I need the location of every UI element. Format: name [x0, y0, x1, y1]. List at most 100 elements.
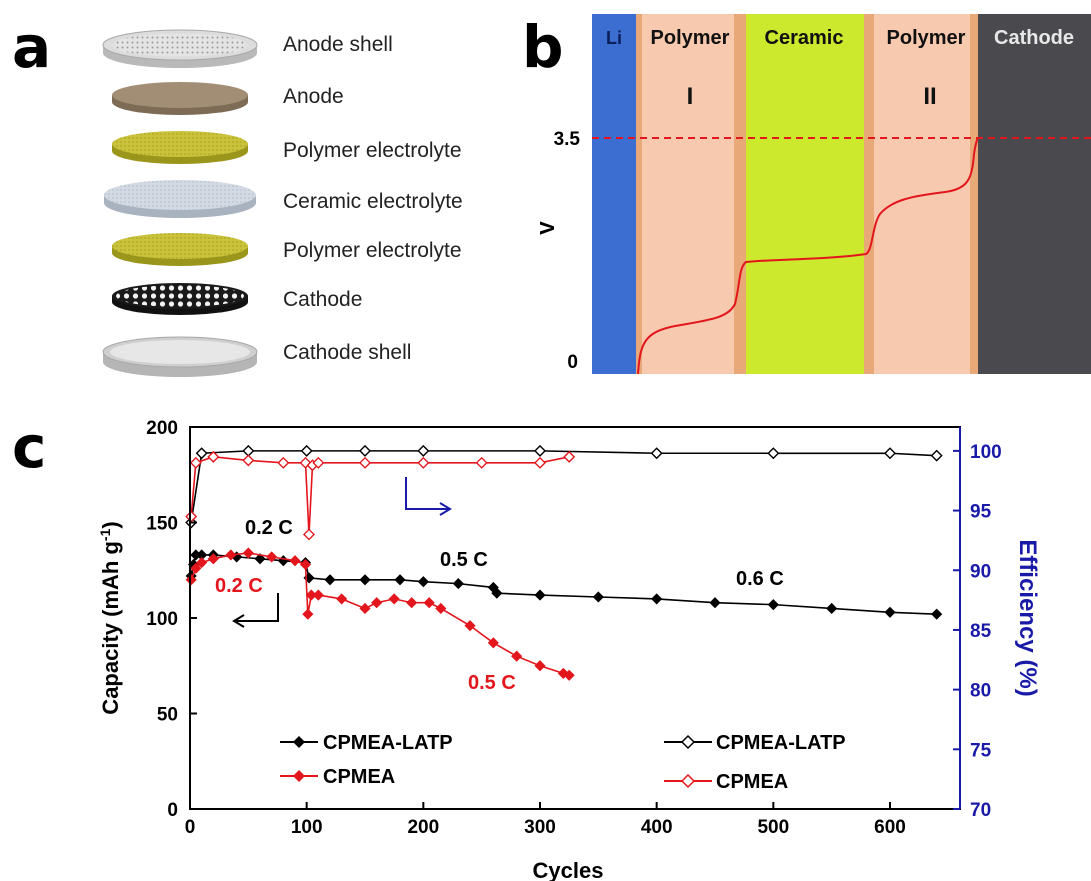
x-tick-label: 0: [185, 817, 196, 838]
legend-label-cpmea-efficiency: CPMEA: [716, 771, 788, 793]
legend-left: CPMEA-LATP CPMEA: [280, 732, 453, 788]
data-point-cpmea-latp-left: [452, 578, 464, 590]
data-point-cpmea-latp-left: [417, 576, 429, 588]
left-axis-title-main: Capacity (mAh g: [98, 541, 123, 715]
region-label-polymer-2: Polymer: [887, 27, 966, 49]
data-point-cpmea-left: [207, 553, 219, 565]
data-point-cpmea-left: [225, 549, 237, 561]
annotation-0-2c-latp: 0.2 C: [245, 517, 293, 539]
data-point-cpmea-left: [534, 660, 546, 672]
left-axis-title-end: ): [98, 521, 123, 528]
data-point-cpmea-latp-left: [491, 587, 503, 599]
data-point-cpmea-left: [388, 593, 400, 605]
interface-strip-4: [970, 14, 978, 374]
data-point-cpmea-right: [242, 454, 255, 467]
y-right-tick-label: 75: [970, 740, 992, 761]
data-point-cpmea-right: [303, 528, 315, 541]
right-axis-title: Efficiency (%): [1014, 539, 1041, 696]
y-right-tick-label: 85: [970, 621, 992, 642]
data-point-cpmea-right: [563, 450, 576, 463]
data-point-cpmea-right: [189, 456, 202, 469]
y-right-tick-label: 100: [970, 442, 1002, 463]
region-label-ceramic: Ceramic: [765, 27, 844, 49]
data-point-cpmea-latp-left: [931, 608, 943, 620]
data-point-cpmea-left: [511, 650, 523, 662]
series-line-cpmea-right: [190, 456, 570, 535]
voltage-profile-diagram: Li Polymer I Ceramic Polymer II Cathode …: [540, 14, 1091, 375]
annotation-0-6c-latp: 0.6 C: [736, 568, 784, 590]
panel-letter-a: a: [12, 13, 52, 81]
region-polymer-1: [636, 14, 746, 374]
x-tick-label: 600: [874, 817, 906, 838]
data-point-cpmea-left: [299, 558, 312, 571]
region-ceramic: [746, 14, 864, 374]
stack-label-polymer-electrolyte-2: Polymer electrolyte: [283, 239, 462, 262]
data-point-cpmea-latp-right: [767, 447, 780, 460]
annotation-0-5c-latp: 0.5 C: [440, 549, 488, 571]
data-point-cpmea-left: [423, 597, 435, 609]
data-point-cpmea-left: [435, 602, 447, 615]
data-point-cpmea-left: [406, 597, 418, 609]
data-point-cpmea-latp-left: [651, 593, 663, 605]
data-point-cpmea-left: [242, 547, 254, 559]
interface-strip-1: [636, 14, 642, 374]
polymer-electrolyte-disc: [112, 131, 248, 164]
region-label-li: Li: [606, 28, 622, 48]
legend-item-cpmea-latp-capacity: CPMEA-LATP: [280, 732, 453, 754]
interface-strip-3: [864, 14, 874, 374]
y-right-tick-label: 70: [970, 800, 991, 821]
y-right-tick-label: 95: [970, 502, 992, 523]
region-sublabel-polymer-2: II: [923, 83, 936, 110]
ceramic-electrolyte-disc: [104, 180, 256, 218]
data-point-cpmea-left: [312, 589, 324, 601]
legend-item-cpmea-efficiency: CPMEA: [664, 771, 788, 793]
ytick-label-0: 0: [567, 352, 578, 373]
data-point-cpmea-left: [190, 562, 202, 574]
cathode-disc: [112, 283, 248, 315]
panel-letter-c: c: [12, 413, 47, 481]
data-point-cpmea-left: [371, 597, 383, 609]
region-label-cathode: Cathode: [994, 27, 1074, 49]
left-axis-indicator-arrow: [232, 593, 279, 628]
stack-label-ceramic-electrolyte: Ceramic electrolyte: [283, 190, 463, 213]
data-point-cpmea-latp-left: [592, 591, 604, 603]
region-li: [592, 14, 636, 374]
data-point-cpmea-left: [289, 555, 301, 567]
plot-layer: [185, 444, 943, 681]
data-point-cpmea-left: [185, 574, 197, 586]
region-cathode: [978, 14, 1091, 374]
x-tick-label: 500: [757, 817, 789, 838]
voltage-profile-curve: [637, 137, 980, 375]
data-point-cpmea-latp-right: [242, 444, 255, 457]
anode-disc: [112, 82, 248, 115]
legend-item-cpmea-latp-efficiency: CPMEA-LATP: [664, 732, 846, 754]
cycling-performance-chart: 0 100 200 300 400 500 600 0 50 100 150 200 70 75 80 85 9…: [97, 418, 1041, 881]
x-tick-label: 200: [407, 817, 439, 838]
legend-label-cpmea-latp-efficiency: CPMEA-LATP: [716, 732, 846, 754]
left-axis-title: Capacity (mAh g-1): [97, 521, 123, 714]
anode-shell-disc: [102, 29, 258, 68]
y-right-tick-label: 80: [970, 681, 991, 702]
data-point-cpmea-left: [266, 551, 278, 563]
data-point-cpmea-latp-left: [394, 574, 406, 586]
annotation-0-5c-cpmea: 0.5 C: [468, 672, 516, 694]
left-axis-title-sup: -1: [97, 528, 113, 541]
data-point-cpmea-latp-left: [359, 574, 371, 586]
y-left-tick-label: 150: [146, 514, 178, 535]
y-left-tick-label: 0: [167, 800, 178, 821]
data-point-cpmea-left: [302, 608, 314, 620]
x-tick-label: 100: [291, 817, 323, 838]
data-point-cpmea-left: [563, 669, 575, 681]
data-point-cpmea-right: [534, 456, 546, 469]
data-point-cpmea-left: [464, 620, 476, 632]
y-left-tick-label: 200: [146, 418, 178, 439]
data-point-cpmea-left: [196, 557, 208, 569]
data-point-cpmea-latp-left: [884, 606, 896, 618]
axis-label-v: V: [540, 220, 559, 235]
stack-label-polymer-electrolyte-1: Polymer electrolyte: [283, 139, 462, 162]
annotation-0-2c-cpmea: 0.2 C: [215, 575, 263, 597]
x-axis-title: Cycles: [533, 858, 604, 881]
data-point-cpmea-latp-right: [417, 444, 430, 457]
data-point-cpmea-latp-right: [650, 447, 663, 460]
data-point-cpmea-latp-left: [254, 553, 266, 565]
